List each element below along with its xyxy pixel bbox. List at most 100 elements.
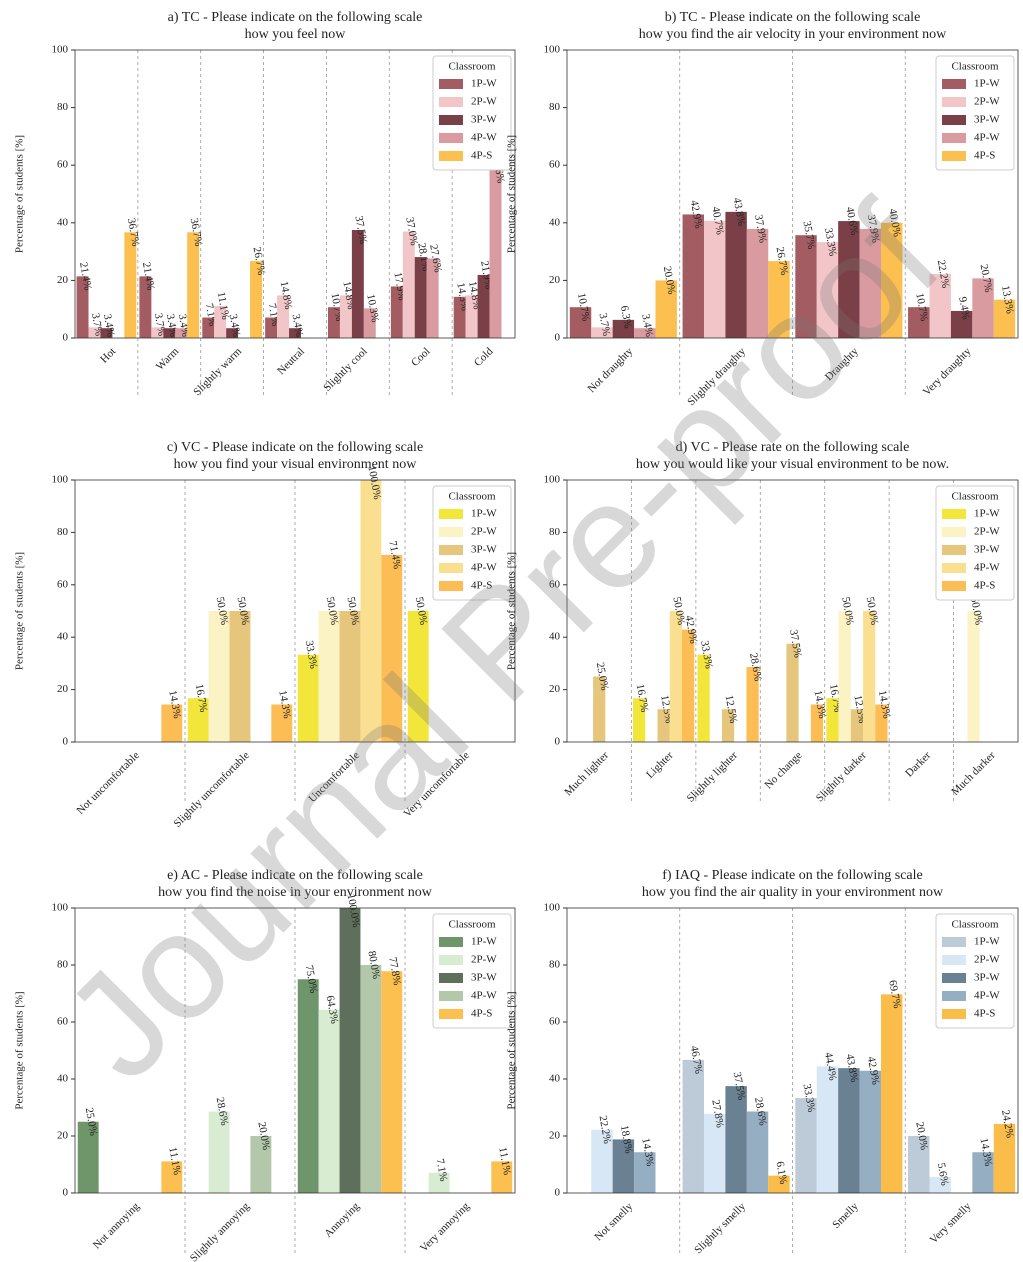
bar bbox=[226, 328, 239, 338]
bar bbox=[682, 214, 704, 338]
x-tick-label: Not smelly bbox=[592, 1200, 635, 1243]
legend-swatch bbox=[439, 973, 463, 983]
legend-label: 3P-W bbox=[974, 114, 1000, 126]
data-label: 14.8% bbox=[278, 280, 295, 310]
chart-title: how you feel now bbox=[245, 27, 347, 42]
bar bbox=[697, 654, 710, 742]
bar bbox=[414, 257, 427, 338]
x-tick-label: Slightly cool bbox=[321, 345, 369, 393]
data-label: 12.5% bbox=[723, 694, 740, 724]
x-tick-label: Smelly bbox=[830, 1200, 861, 1231]
data-label: 37.0% bbox=[403, 216, 420, 246]
bar bbox=[489, 169, 502, 338]
bar bbox=[381, 971, 403, 1193]
legend-label: 1P-W bbox=[974, 936, 1000, 948]
chart-title: e) AC - Please indicate on the following… bbox=[167, 868, 423, 883]
bar bbox=[682, 629, 695, 742]
data-label: 18.8% bbox=[618, 1124, 635, 1154]
data-label: 46.7% bbox=[688, 1045, 705, 1075]
y-tick-label: 60 bbox=[549, 1016, 561, 1028]
data-label: 21.4% bbox=[140, 261, 157, 291]
chart-title: b) TC - Please indicate on the following… bbox=[665, 10, 921, 25]
bar bbox=[151, 327, 164, 338]
bar bbox=[318, 1009, 340, 1193]
legend-label: 2P-W bbox=[974, 526, 1000, 538]
x-tick-label: Slightly annoying bbox=[188, 1200, 252, 1262]
data-label: 44.4% bbox=[822, 1051, 839, 1081]
legend-swatch bbox=[942, 527, 966, 537]
plot-frame bbox=[566, 479, 1019, 743]
data-label: 50.0% bbox=[968, 596, 985, 626]
data-label: 40.6% bbox=[843, 206, 860, 236]
bar bbox=[76, 276, 89, 338]
data-label: 14.3% bbox=[276, 689, 293, 719]
plot-frame bbox=[74, 49, 516, 339]
y-tick-label: 0 bbox=[555, 736, 561, 748]
data-label: 3.4% bbox=[227, 313, 243, 338]
bar bbox=[826, 698, 839, 742]
legend-label: 4P-S bbox=[974, 580, 995, 592]
data-label: 50.0% bbox=[235, 596, 252, 626]
bar bbox=[297, 654, 319, 742]
bar bbox=[161, 704, 183, 742]
y-tick-label: 60 bbox=[549, 159, 561, 171]
x-tick-label: Annoying bbox=[322, 1200, 362, 1240]
data-label: 69.7% bbox=[886, 979, 903, 1009]
data-label: 10.7% bbox=[913, 292, 930, 322]
data-label: 33.3% bbox=[698, 640, 715, 670]
legend-swatch bbox=[942, 937, 966, 947]
bar bbox=[453, 296, 466, 338]
legend-swatch bbox=[439, 991, 463, 1001]
bar bbox=[634, 1152, 656, 1193]
y-tick-label: 80 bbox=[57, 101, 69, 113]
legend-label: 4P-S bbox=[471, 580, 492, 592]
data-label: 10.7% bbox=[575, 292, 592, 322]
legend-label: 4P-S bbox=[974, 1008, 995, 1020]
y-tick-label: 100 bbox=[52, 44, 69, 56]
bar bbox=[746, 1111, 769, 1193]
legend-swatch bbox=[942, 115, 966, 125]
data-label: 50.0% bbox=[864, 596, 881, 626]
data-label: 20.0% bbox=[913, 1121, 930, 1151]
x-tick-label: Not draughty bbox=[586, 345, 636, 395]
legend-swatch bbox=[439, 581, 463, 591]
data-label: 14.3% bbox=[876, 689, 893, 719]
bar bbox=[569, 307, 592, 338]
legend-swatch bbox=[942, 133, 966, 143]
x-tick-label: Slightly lighter bbox=[685, 749, 741, 805]
bar bbox=[929, 1177, 951, 1193]
data-label: 26.7% bbox=[774, 246, 791, 276]
x-tick-label: Warm bbox=[154, 345, 182, 373]
data-label: 14.3% bbox=[166, 689, 183, 719]
bar bbox=[967, 611, 980, 742]
bar bbox=[428, 1172, 450, 1193]
legend-swatch bbox=[439, 97, 463, 107]
bar bbox=[229, 611, 251, 742]
legend-label: 3P-W bbox=[471, 972, 497, 984]
data-label: 28.6% bbox=[752, 1096, 769, 1126]
legend-label: 4P-W bbox=[471, 562, 497, 574]
y-tick-label: 60 bbox=[57, 578, 69, 590]
legend-label: 4P-S bbox=[974, 150, 995, 162]
data-label: 21.4% bbox=[77, 261, 94, 291]
chart-title: how you find the noise in your environme… bbox=[158, 885, 433, 900]
chart-title: f) IAQ - Please indicate on the followin… bbox=[662, 868, 922, 883]
data-label: 24.2% bbox=[999, 1109, 1016, 1139]
data-label: 42.9% bbox=[688, 199, 705, 229]
data-label: 75.0% bbox=[303, 964, 320, 994]
bar bbox=[746, 667, 759, 742]
legend-swatch bbox=[439, 79, 463, 89]
bar bbox=[929, 274, 951, 338]
chart-title: how you find the air quality in your env… bbox=[642, 885, 944, 900]
legend-swatch bbox=[942, 563, 966, 573]
legend-title: Classroom bbox=[951, 61, 999, 73]
y-tick-label: 80 bbox=[549, 101, 561, 113]
y-tick-label: 100 bbox=[52, 474, 69, 486]
x-tick-label: Darker bbox=[903, 749, 933, 779]
legend-label: 2P-W bbox=[974, 954, 1000, 966]
y-tick-label: 100 bbox=[544, 902, 561, 914]
data-label: 3.7% bbox=[597, 312, 613, 337]
chart-title: a) TC - Please indicate on the following… bbox=[168, 10, 423, 25]
bar bbox=[993, 1124, 1016, 1193]
